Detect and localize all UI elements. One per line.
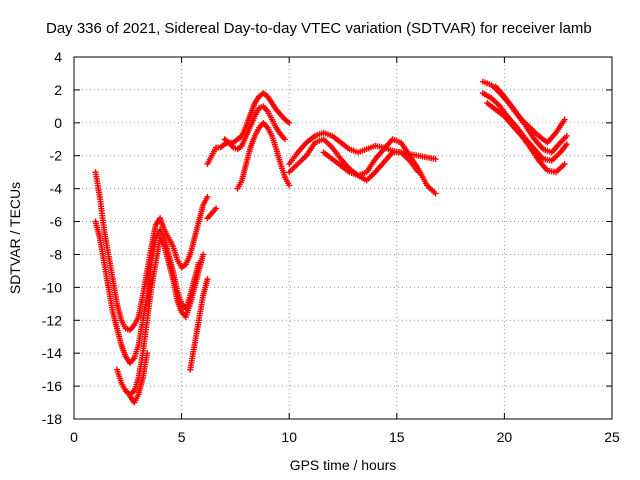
data-point [200,251,207,258]
data-point [432,190,439,197]
satellite-track-12 [320,136,439,197]
y-tick-label: -10 [42,279,62,295]
chart-title: Day 336 of 2021, Sidereal Day-to-day VTE… [46,20,592,37]
y-tick-label: -16 [42,378,62,394]
satellite-track-1 [92,169,211,334]
y-tick-label: 2 [54,82,62,98]
satellite-track-4 [126,350,151,406]
satellite-track-5 [187,276,211,373]
x-tick-label: 25 [604,429,620,445]
x-tick-label: 15 [389,429,405,445]
data-marks [92,78,570,406]
x-axis-label: GPS time / hours [290,457,397,473]
satellite-track-7 [221,103,288,153]
data-point [281,136,288,143]
y-tick-label: -4 [50,181,63,197]
y-tick-label: -18 [42,411,62,427]
plot-frame [73,56,613,420]
y-tick-label: 4 [54,49,62,65]
x-tick-label: 20 [497,429,513,445]
data-point [144,350,151,357]
data-point [213,205,220,212]
satellite-track-9 [204,205,220,222]
satellite-track-8 [234,119,293,192]
y-tick-label: -2 [50,148,63,164]
x-tick-label: 10 [281,429,297,445]
y-axis-label: SDTVAR / TECUs [7,182,23,294]
data-point [432,156,439,163]
data-point [561,116,568,123]
x-tick-label: 5 [178,429,186,445]
satellite-track-11 [286,136,422,184]
satellite-track-16 [492,83,568,146]
y-tick-label: -14 [42,345,62,361]
data-point [204,193,211,200]
y-tick-label: -8 [50,246,63,262]
satellite-track-15 [484,100,568,176]
y-tick-label: 0 [54,115,62,131]
data-point [563,141,570,148]
data-point [204,276,211,283]
data-point [286,119,293,126]
satellite-track-3 [114,235,207,398]
data-point [561,160,568,167]
x-tick-label: 0 [70,429,78,445]
y-tick-label: -6 [50,214,63,230]
data-point [286,182,293,189]
data-point [563,132,570,139]
y-tick-label: -12 [42,312,62,328]
